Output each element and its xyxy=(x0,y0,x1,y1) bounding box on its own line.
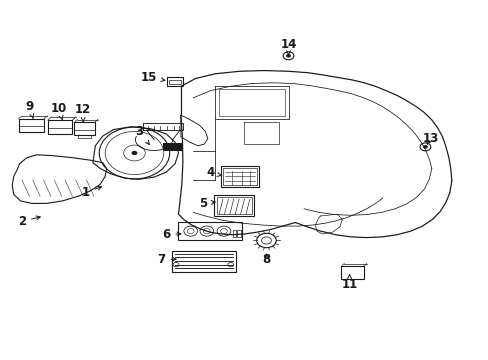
Bar xyxy=(78,135,91,138)
Text: 10: 10 xyxy=(50,102,67,120)
Text: 13: 13 xyxy=(421,132,438,145)
Bar xyxy=(167,77,183,86)
Text: 4: 4 xyxy=(206,166,221,179)
Bar xyxy=(172,251,235,272)
Text: 11: 11 xyxy=(341,275,357,291)
Text: 7: 7 xyxy=(157,253,176,266)
Text: 12: 12 xyxy=(75,103,91,122)
Text: 2: 2 xyxy=(18,215,40,228)
Text: 15: 15 xyxy=(141,71,164,84)
Text: 3: 3 xyxy=(135,125,149,144)
Bar xyxy=(221,166,259,187)
Bar xyxy=(232,230,236,237)
Bar xyxy=(169,80,181,84)
Text: 8: 8 xyxy=(262,253,270,266)
Text: 9: 9 xyxy=(25,100,34,118)
Circle shape xyxy=(131,151,137,155)
Bar xyxy=(178,222,242,240)
Circle shape xyxy=(285,54,290,58)
Text: 5: 5 xyxy=(199,197,215,210)
Bar xyxy=(237,230,240,237)
Circle shape xyxy=(422,145,427,149)
Text: 14: 14 xyxy=(280,39,296,55)
Bar xyxy=(214,195,254,216)
Text: 6: 6 xyxy=(162,228,181,240)
Bar xyxy=(216,197,251,214)
Text: 1: 1 xyxy=(81,186,102,199)
Bar xyxy=(223,168,256,185)
